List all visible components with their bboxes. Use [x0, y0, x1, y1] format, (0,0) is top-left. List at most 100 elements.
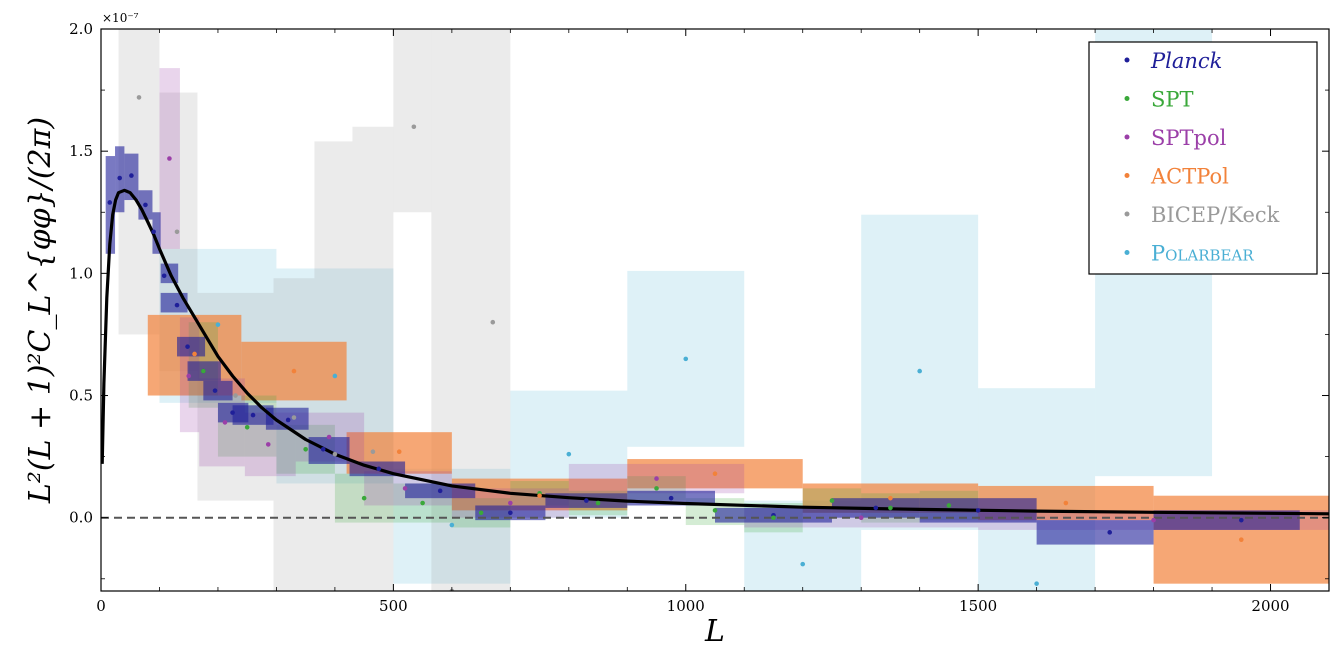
actpol-point-1 [291, 368, 297, 374]
polarbear-point-7 [1034, 581, 1039, 586]
spt-point-3 [361, 495, 367, 501]
planck-point-20 [873, 505, 879, 511]
sptpol-point-6 [508, 500, 513, 506]
axes: 0 500 1000 1500 2000 0.0 0.5 1.0 1.5 2.0 [69, 20, 1329, 615]
sptpol-point-1 [186, 373, 192, 379]
y-tick-label-1: 0.5 [69, 387, 93, 405]
polarbear-point-1 [332, 373, 338, 379]
actpol-point-4 [712, 471, 718, 477]
planck-point-22 [1107, 530, 1113, 535]
planck-point-16 [508, 510, 513, 516]
legend-label-bicep-keck: BICEP/Keck [1151, 203, 1280, 227]
bicep-keck-point-5 [370, 449, 376, 455]
bicep-keck-point-4 [332, 451, 338, 457]
planck-point-11 [250, 412, 256, 418]
planck-error-box-4 [152, 212, 161, 254]
legend-marker-bicep-keck [1124, 211, 1130, 217]
legend-marker-spt [1124, 96, 1130, 101]
y-axis-label: L²(L + 1)²C_L^{φφ}/(2π) [23, 117, 58, 504]
planck-point-18 [668, 495, 674, 501]
planck-error-box-7 [177, 336, 206, 357]
x-tick-label-4: 2000 [1251, 597, 1289, 615]
polarbear-point-6 [917, 368, 922, 374]
sptpol-point-3 [265, 442, 271, 447]
bicep-keck-error-box-6 [393, 29, 432, 213]
y-tick-label-3: 1.5 [69, 142, 93, 160]
sptpol-point-9 [1151, 517, 1156, 523]
planck-point-1 [117, 175, 123, 181]
legend-label-spt: SPT [1151, 88, 1194, 112]
theory-curve-layer [101, 188, 1329, 516]
y-axis-multiplier: ×10⁻⁷ [102, 11, 139, 25]
spt-point-13 [946, 503, 952, 508]
spt-point-2 [303, 446, 308, 452]
legend-marker-planck [1124, 57, 1130, 63]
spt-point-4 [420, 500, 425, 506]
bicep-keck-point-0 [136, 95, 142, 100]
planck-point-17 [584, 498, 589, 503]
planck-point-12 [285, 417, 291, 423]
bicep-keck-point-6 [411, 124, 417, 130]
sptpol-point-0 [167, 156, 172, 161]
polarbear-point-5 [800, 561, 806, 567]
planck-point-6 [174, 302, 180, 308]
bicep-keck-point-8 [490, 319, 496, 325]
x-tick-label-2: 1000 [667, 597, 705, 615]
x-tick-label-0: 0 [96, 597, 106, 615]
sptpol-point-2 [222, 420, 228, 425]
planck-error-box-22 [1036, 520, 1154, 545]
planck-error-box-0 [105, 156, 116, 254]
planck-error-box-9 [203, 380, 233, 401]
legend-marker-actpol [1124, 173, 1130, 178]
spt-point-11 [829, 498, 835, 503]
bicep-keck-error-box-3 [273, 278, 315, 591]
legend-label-planck: Planck [1150, 49, 1222, 73]
spt-point-1 [244, 424, 250, 430]
planck-point-21 [975, 508, 981, 513]
actpol-point-7 [1238, 537, 1244, 542]
legend-frame [1088, 41, 1318, 275]
polarbear-point-3 [566, 451, 572, 457]
polarbear-point-2 [449, 522, 455, 528]
planck-point-0 [107, 200, 113, 205]
data-points [107, 95, 1244, 591]
x-tick-label-1: 500 [379, 597, 408, 615]
bicep-keck-point-3 [291, 415, 297, 420]
planck-error-box-6 [160, 292, 188, 313]
spt-point-0 [201, 368, 206, 374]
planck-point-2 [129, 173, 134, 178]
legend-marker-polarbear [1124, 250, 1130, 255]
actpol-point-3 [537, 493, 542, 499]
sptpol-point-7 [654, 476, 659, 481]
sptpol-point-4 [326, 434, 332, 440]
spt-point-7 [595, 500, 601, 506]
planck-point-23 [1238, 517, 1244, 523]
planck-point-5 [161, 273, 167, 279]
spt-point-10 [771, 515, 776, 520]
y-tick-label-4: 2.0 [69, 20, 93, 38]
planck-point-3 [143, 202, 148, 208]
y-tick-label-2: 1.0 [69, 264, 93, 282]
theory-curve [101, 188, 1329, 516]
spt-point-5 [478, 510, 484, 516]
bicep-keck-point-2 [233, 393, 238, 398]
actpol-point-2 [396, 449, 402, 455]
spt-point-9 [712, 508, 718, 513]
sptpol-point-5 [402, 486, 408, 491]
planck-error-box-23 [1153, 510, 1300, 530]
x-tick-label-3: 1500 [959, 597, 997, 615]
planck-point-15 [437, 488, 443, 494]
legend-label-polarbear: Polarbear [1151, 242, 1254, 266]
planck-point-4 [151, 229, 156, 235]
actpol-point-5 [888, 495, 893, 501]
plot-frame [100, 28, 1330, 592]
planck-point-13 [320, 446, 326, 452]
legend-label-sptpol: SPTpol [1151, 126, 1227, 150]
polarbear-point-4 [683, 356, 689, 362]
bicep-keck-point-1 [174, 229, 180, 235]
spt-point-8 [654, 486, 659, 491]
sptpol-point-8 [858, 515, 864, 520]
legend-label-actpol: ACTPol [1150, 165, 1229, 189]
x-axis-label: L [704, 614, 725, 649]
